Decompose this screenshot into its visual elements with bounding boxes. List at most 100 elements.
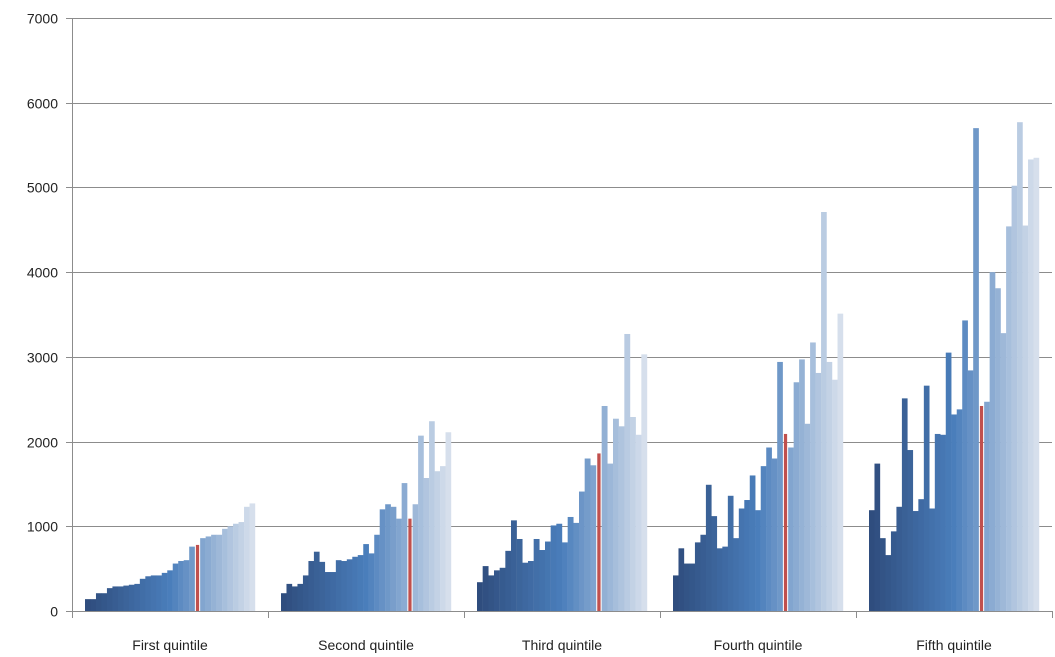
bar	[499, 567, 506, 611]
bar	[923, 385, 930, 611]
bar	[346, 559, 353, 611]
bar	[777, 361, 783, 611]
bar	[1011, 185, 1018, 612]
bar	[363, 544, 369, 611]
bar	[934, 433, 941, 611]
bar	[167, 570, 173, 611]
bar	[550, 525, 557, 611]
bar	[711, 516, 718, 611]
bar	[418, 435, 424, 611]
bar	[249, 503, 256, 611]
bar	[689, 563, 696, 611]
bar	[760, 466, 767, 611]
bar	[722, 546, 729, 611]
bar	[357, 555, 364, 611]
bar	[815, 372, 822, 611]
bar	[837, 313, 844, 611]
bar	[826, 361, 833, 611]
x-axis-category-label: Third quintile	[522, 637, 602, 653]
bar	[522, 562, 529, 611]
bar	[423, 478, 430, 611]
bar	[716, 548, 723, 611]
bar	[584, 458, 591, 611]
bar	[539, 550, 546, 611]
bar	[705, 484, 712, 611]
bar	[694, 542, 701, 611]
bar	[412, 504, 419, 611]
bar	[150, 575, 157, 611]
axes	[66, 18, 1053, 618]
x-axis-category-label: Second quintile	[318, 637, 414, 653]
bar	[178, 561, 184, 611]
bar	[324, 572, 331, 611]
bar	[601, 405, 608, 611]
bar	[429, 421, 435, 611]
bar	[128, 584, 135, 611]
bar	[630, 417, 636, 611]
bar	[482, 566, 489, 611]
bar	[556, 523, 563, 611]
y-axis-tick-label: 3000	[27, 350, 58, 366]
bar	[302, 575, 309, 611]
bar	[973, 128, 979, 611]
bar	[233, 523, 239, 611]
x-axis-category-labels: First quintile Second quintile Third quint…	[132, 637, 992, 653]
bar	[678, 548, 685, 611]
y-axis-tick-label: 0	[50, 604, 58, 620]
bar	[901, 398, 908, 611]
gridlines	[72, 18, 1052, 527]
bar	[440, 466, 446, 611]
bar	[635, 434, 642, 611]
bar	[799, 359, 805, 611]
bar	[755, 510, 761, 611]
bar	[528, 561, 534, 611]
bar	[573, 522, 580, 611]
bar	[145, 576, 151, 611]
bar	[200, 538, 206, 611]
y-axis-tick-label: 1000	[27, 519, 58, 535]
bar	[227, 526, 234, 611]
y-axis-tick-label: 5000	[27, 180, 58, 196]
bar	[951, 414, 957, 611]
bar	[123, 585, 130, 611]
bar	[291, 586, 298, 611]
bar	[341, 561, 347, 611]
bar	[533, 538, 540, 611]
bar	[607, 463, 614, 611]
bar	[374, 534, 380, 611]
bar	[335, 560, 342, 611]
bar	[156, 575, 162, 611]
bar	[313, 551, 320, 611]
bar	[1000, 333, 1007, 611]
y-axis-tick-label: 2000	[27, 435, 58, 451]
bar	[281, 593, 287, 611]
x-axis-category-label: Fourth quintile	[714, 637, 803, 653]
bar	[683, 563, 690, 611]
bar	[810, 342, 816, 611]
bar	[189, 546, 195, 611]
bar	[286, 583, 293, 611]
x-axis-category-label: First quintile	[132, 637, 208, 653]
bar	[216, 534, 223, 611]
bar	[101, 593, 108, 611]
bar	[590, 465, 597, 611]
bar	[793, 382, 800, 611]
bar	[700, 534, 707, 611]
bar	[771, 458, 778, 611]
bar	[106, 588, 113, 611]
bar	[929, 508, 935, 611]
bar	[545, 541, 551, 611]
bar-highlight	[195, 544, 200, 611]
bar	[879, 538, 886, 611]
bar	[477, 582, 483, 611]
bar	[727, 495, 734, 611]
bar	[624, 333, 631, 611]
bar	[804, 423, 811, 611]
bar	[368, 553, 375, 611]
bar	[890, 531, 897, 611]
bar	[984, 401, 990, 611]
bar	[511, 520, 517, 611]
y-axis-tick-labels: 0 1000 2000 3000 4000 5000 6000 7000	[27, 11, 58, 620]
y-axis-tick-label: 7000	[27, 11, 58, 27]
